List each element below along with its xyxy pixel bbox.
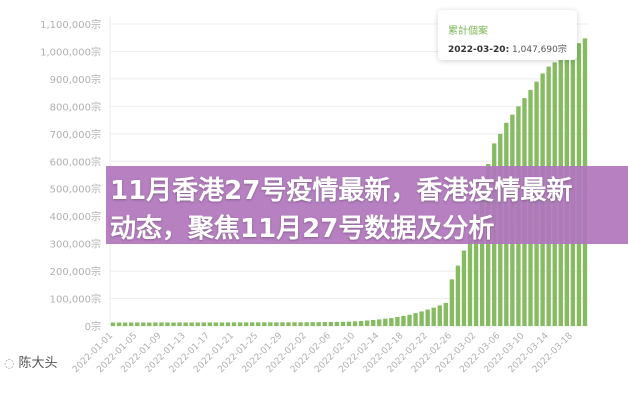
bar <box>159 322 164 326</box>
bar <box>189 322 194 326</box>
bar <box>262 322 267 326</box>
bar <box>346 321 352 326</box>
bar <box>219 322 225 326</box>
bar <box>371 319 376 326</box>
bar <box>298 322 303 326</box>
bar <box>213 322 219 326</box>
tooltip-number: 1,047,690宗 <box>512 45 567 55</box>
bar <box>128 322 134 326</box>
bar <box>479 188 485 326</box>
bar <box>110 322 116 326</box>
bar <box>147 322 152 326</box>
bar <box>286 322 291 326</box>
bar <box>268 322 273 326</box>
y-tick-label: 600,000宗 <box>50 155 101 168</box>
banner-title-line2: 动态，聚焦11月27号数据及分析 <box>110 214 495 244</box>
title-banner: 11月香港27号疫情最新，香港疫情最新 动态，聚焦11月27号数据及分析 <box>106 166 628 244</box>
y-tick-label: 400,000宗 <box>50 210 101 223</box>
bar <box>425 309 430 326</box>
y-tick-label: 500,000宗 <box>50 183 101 196</box>
tooltip-value: 2022-03-20: 1,047,690宗 <box>448 42 567 55</box>
bar <box>455 265 461 326</box>
bar <box>383 318 388 326</box>
y-tick-label: 900,000宗 <box>50 73 101 86</box>
bar <box>177 322 182 326</box>
bar <box>292 322 297 326</box>
bar <box>449 279 455 326</box>
y-tick-label: 1,000,000宗 <box>40 45 101 58</box>
bar <box>389 318 394 326</box>
bar <box>334 321 340 326</box>
bar <box>201 322 206 326</box>
bar <box>322 322 327 326</box>
bar <box>304 322 309 326</box>
bar <box>431 307 436 326</box>
bar <box>352 321 358 326</box>
bar <box>413 313 418 326</box>
y-tick-label: 300,000宗 <box>50 238 101 251</box>
bar <box>419 311 424 326</box>
bar <box>485 164 491 326</box>
bar <box>274 322 279 326</box>
bar <box>135 322 140 326</box>
bar <box>231 322 237 326</box>
bar <box>195 322 200 326</box>
bar <box>340 321 346 326</box>
bar <box>141 322 146 326</box>
bar <box>467 235 473 326</box>
bar <box>401 315 406 326</box>
bar <box>237 322 243 326</box>
y-tick-label: 0宗 <box>85 320 101 333</box>
bar <box>364 320 370 326</box>
bar <box>171 322 176 326</box>
wechat-icon: ◌ <box>4 356 15 370</box>
tooltip-title: 累計個案 <box>448 26 488 37</box>
bar <box>328 321 334 326</box>
bar <box>280 322 285 326</box>
watermark: ◌ 陈大头 <box>4 352 58 371</box>
bar <box>122 322 128 326</box>
bar <box>250 322 255 326</box>
banner-title-line1: 11月香港27号疫情最新，香港疫情最新 <box>110 176 573 206</box>
bar <box>316 322 321 326</box>
y-tick-label: 1,100,000宗 <box>40 18 101 31</box>
bar <box>437 305 442 326</box>
bar <box>225 322 231 326</box>
watermark-text: 陈大头 <box>18 356 58 371</box>
bar <box>256 322 261 326</box>
bar <box>165 322 170 326</box>
y-tick-label: 700,000宗 <box>50 128 101 141</box>
bar <box>243 322 249 326</box>
bar <box>473 210 479 326</box>
bar <box>207 322 213 326</box>
bar <box>461 250 467 326</box>
bar <box>377 319 382 326</box>
y-tick-label: 800,000宗 <box>50 100 101 113</box>
bar <box>310 322 315 326</box>
bar <box>183 322 188 326</box>
tooltip-date: 2022-03-20: <box>448 45 510 55</box>
bar <box>407 314 412 326</box>
bar <box>395 316 400 326</box>
bar <box>358 320 364 326</box>
bar <box>116 322 122 326</box>
bar <box>153 322 158 326</box>
y-tick-label: 100,000宗 <box>50 293 101 306</box>
y-tick-label: 200,000宗 <box>50 265 101 278</box>
bar <box>443 302 448 326</box>
tooltip: 累計個案 2022-03-20: 1,047,690宗 <box>438 10 577 60</box>
